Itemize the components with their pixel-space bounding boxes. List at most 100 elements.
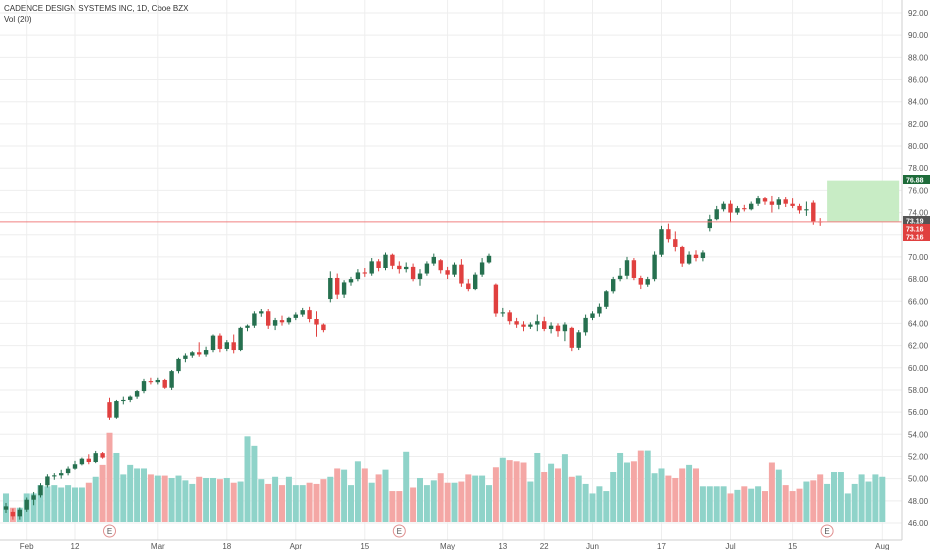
volume-bar bbox=[651, 473, 658, 522]
candle bbox=[790, 198, 795, 209]
candle-body bbox=[569, 327, 574, 348]
candle-body bbox=[183, 355, 188, 359]
candle bbox=[410, 263, 416, 282]
volume-bar bbox=[203, 477, 210, 522]
candle-body bbox=[645, 279, 650, 285]
candle bbox=[24, 497, 29, 512]
candle bbox=[100, 452, 105, 459]
x-tick-label: Aug bbox=[875, 542, 889, 550]
candle bbox=[755, 195, 761, 206]
candle-body bbox=[673, 239, 678, 247]
candle-body bbox=[390, 254, 395, 266]
candle-body bbox=[128, 396, 133, 400]
x-axis[interactable]: Feb 12 Mar 18 Apr 15 May 13 22 Jun 17 Jul 15 Aug bbox=[20, 542, 890, 550]
volume-bar bbox=[699, 486, 706, 522]
candle-body bbox=[790, 203, 795, 206]
volume-bar bbox=[534, 452, 541, 522]
candle-body bbox=[369, 261, 374, 274]
y-tick-label: 82.00 bbox=[908, 120, 929, 129]
candle-body bbox=[52, 475, 57, 477]
volume-bar bbox=[51, 485, 58, 522]
y-tick-label: 52.00 bbox=[908, 452, 929, 461]
candle bbox=[624, 256, 630, 280]
volume-bar bbox=[561, 454, 568, 522]
earnings-marker bbox=[392, 524, 406, 538]
x-tick-label: 17 bbox=[657, 542, 666, 550]
candle-body bbox=[404, 266, 409, 270]
candle-body bbox=[479, 262, 485, 275]
candle-body bbox=[445, 270, 450, 275]
candle-body bbox=[562, 324, 568, 332]
candle bbox=[479, 258, 485, 277]
volume-bar bbox=[727, 493, 734, 522]
candle bbox=[631, 258, 637, 281]
y-tick-label: 76.00 bbox=[908, 186, 929, 195]
candle-body bbox=[10, 511, 16, 517]
candle-body bbox=[286, 317, 292, 323]
candle bbox=[693, 250, 699, 262]
volume-bar bbox=[244, 436, 251, 522]
candle-body bbox=[335, 277, 340, 295]
volume-bar bbox=[341, 469, 348, 522]
candle-body bbox=[307, 310, 312, 319]
candle-body bbox=[266, 311, 271, 326]
volume-bar bbox=[168, 477, 175, 522]
candle bbox=[804, 201, 809, 216]
volume-bar bbox=[368, 482, 375, 522]
volume-bar bbox=[65, 485, 72, 522]
x-tick-label: 15 bbox=[360, 542, 369, 550]
volume-bar bbox=[789, 491, 796, 522]
candle-body bbox=[31, 495, 36, 500]
volume-bar bbox=[624, 462, 630, 522]
candle-body bbox=[176, 358, 181, 372]
candle-body bbox=[452, 264, 457, 275]
volume-bar bbox=[285, 476, 292, 522]
x-tick-label: Jul bbox=[725, 542, 735, 550]
grid-lines bbox=[0, 0, 902, 540]
volume-bar bbox=[251, 445, 258, 522]
volume-bar bbox=[30, 493, 37, 522]
volume-bar bbox=[78, 487, 85, 522]
y-tick-label: 56.00 bbox=[908, 408, 929, 417]
volume-bar bbox=[196, 476, 203, 522]
volume-bar bbox=[410, 487, 417, 522]
volume-bar bbox=[679, 468, 686, 522]
y-tick-label: 64.00 bbox=[908, 319, 929, 328]
candle bbox=[45, 474, 50, 488]
volume-bar bbox=[748, 488, 755, 522]
candle-body bbox=[24, 499, 29, 510]
candle bbox=[376, 259, 381, 272]
x-tick-label: 13 bbox=[498, 542, 507, 550]
candle-body bbox=[86, 458, 91, 463]
volume-bar bbox=[713, 486, 720, 522]
volume-bar bbox=[520, 462, 527, 522]
x-tick-label: 18 bbox=[222, 542, 231, 550]
volume-bar bbox=[348, 485, 354, 522]
volume-bar bbox=[134, 468, 141, 522]
candle bbox=[362, 268, 367, 277]
candle bbox=[424, 261, 430, 276]
volume-bar bbox=[320, 479, 327, 522]
candle-body bbox=[65, 468, 71, 474]
volume-bar bbox=[113, 452, 120, 522]
candle-body bbox=[148, 381, 154, 383]
candle-body bbox=[155, 379, 160, 383]
y-axis[interactable]: 92.00 90.00 88.00 86.00 84.00 82.00 80.00 78.00… bbox=[908, 9, 929, 528]
candle bbox=[397, 261, 402, 274]
y-tick-label: 66.00 bbox=[908, 297, 929, 306]
candle-body bbox=[417, 273, 423, 280]
candle-body bbox=[93, 453, 98, 463]
volume-bar bbox=[810, 480, 817, 522]
price-tag-label: 73.19 bbox=[906, 219, 924, 226]
candle-body bbox=[279, 320, 285, 323]
candle bbox=[486, 253, 492, 264]
candle-body bbox=[624, 260, 630, 276]
candle-body bbox=[769, 201, 775, 205]
volume-bar bbox=[92, 476, 99, 522]
candle bbox=[721, 201, 726, 212]
candle bbox=[528, 322, 533, 329]
candle bbox=[652, 251, 657, 282]
y-tick-label: 70.00 bbox=[908, 253, 929, 262]
candle bbox=[438, 259, 443, 274]
